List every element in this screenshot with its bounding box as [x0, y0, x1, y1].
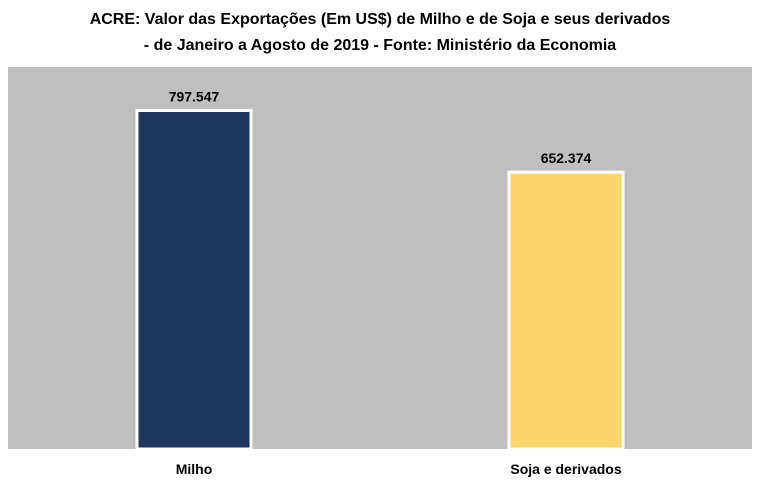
bars-group [135, 108, 625, 451]
bar-milho [135, 108, 253, 451]
bar-soja-e-derivados [507, 170, 625, 451]
category-labels-group: Milho Soja e derivados [176, 461, 622, 477]
category-label-milho: Milho [176, 461, 213, 477]
plot-area [8, 67, 752, 449]
value-labels-group: 797.547 652.374 [169, 88, 592, 166]
chart-subtitle: - de Janeiro a Agosto de 2019 - Fonte: M… [144, 37, 616, 54]
chart-title: ACRE: Valor das Exportações (Em US$) de … [90, 11, 671, 28]
value-label-soja-e-derivados: 652.374 [541, 150, 592, 166]
category-label-soja-e-derivados: Soja e derivados [510, 461, 621, 477]
value-label-milho: 797.547 [169, 88, 220, 104]
